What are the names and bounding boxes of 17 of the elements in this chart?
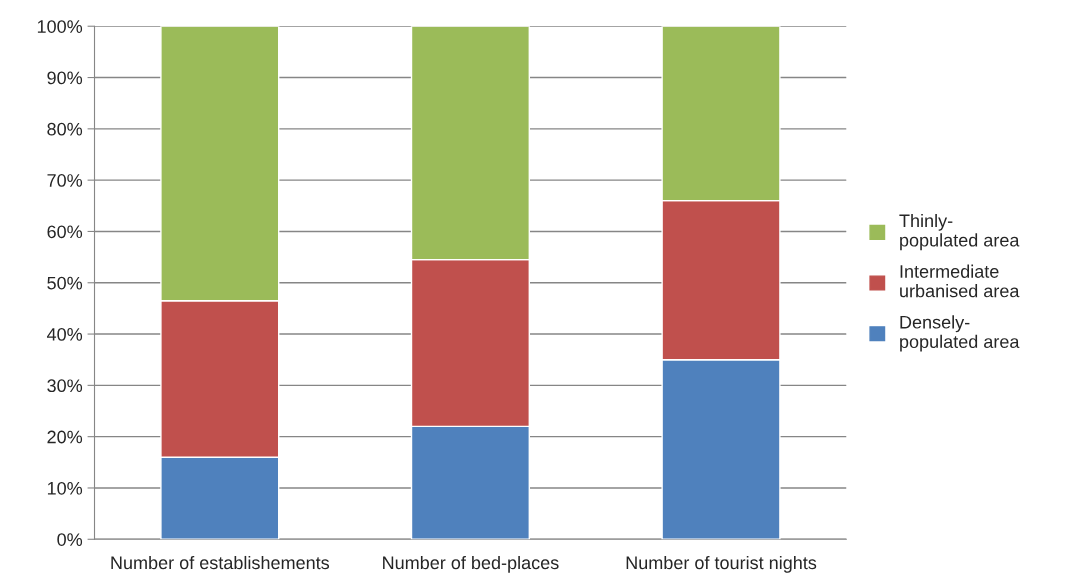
- x-tick-label: Number of tourist nights: [626, 555, 817, 573]
- x-tick-label: Number of bed-places: [383, 555, 559, 573]
- legend-label: Densely- populated area: [900, 315, 1020, 352]
- y-tick-label: 40%: [46, 327, 83, 341]
- y-tick-label: 90%: [47, 71, 83, 85]
- y-tick-label: 70%: [47, 174, 83, 187]
- y-tick-label: 50%: [47, 276, 83, 290]
- x-tick-label: Number of establishements: [111, 555, 330, 570]
- y-tick-label: 30%: [47, 379, 83, 393]
- legend-label: Thinly- populated area: [899, 213, 1020, 251]
- y-tick-label: 60%: [47, 225, 83, 239]
- y-tick-label: 10%: [47, 481, 83, 495]
- legend-label: Intermediate urbanised area: [900, 264, 1020, 298]
- y-tick-label: 0%: [57, 533, 83, 546]
- y-tick-label: 80%: [47, 122, 83, 136]
- y-tick-label: 100%: [37, 20, 83, 33]
- y-tick-label: 20%: [47, 430, 83, 444]
